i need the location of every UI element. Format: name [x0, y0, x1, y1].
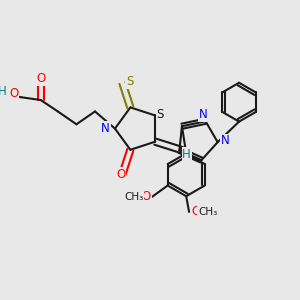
Text: O: O [36, 72, 45, 85]
Text: O: O [142, 190, 151, 203]
Text: CH₃: CH₃ [198, 207, 217, 217]
Text: S: S [126, 75, 133, 88]
Text: N: N [221, 134, 230, 147]
Text: O: O [116, 168, 126, 181]
Text: N: N [101, 122, 110, 135]
Text: CH₃: CH₃ [124, 192, 144, 202]
Text: O: O [9, 87, 19, 100]
Text: N: N [199, 108, 208, 122]
Text: O: O [191, 206, 201, 218]
Text: H: H [182, 148, 191, 161]
Text: H: H [0, 85, 7, 98]
Text: S: S [157, 108, 164, 121]
